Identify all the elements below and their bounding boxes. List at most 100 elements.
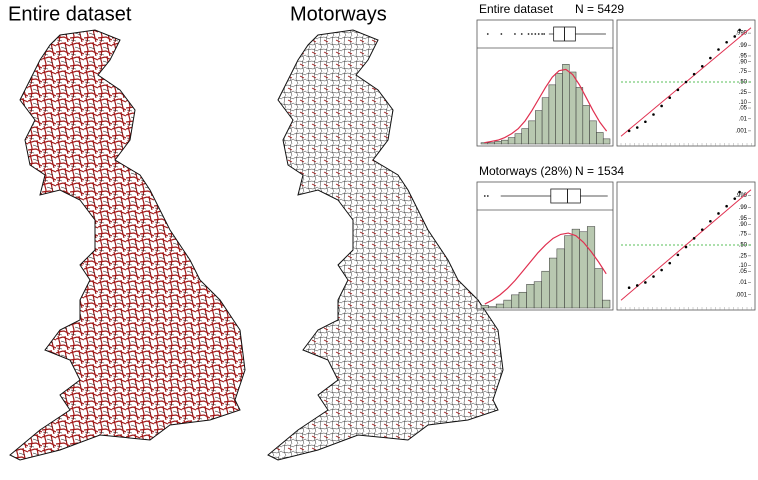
normal-curve bbox=[484, 232, 607, 305]
histogram-bar bbox=[562, 64, 570, 145]
y-tick-label: .001 bbox=[735, 292, 747, 298]
data-point bbox=[635, 126, 639, 129]
y-tick-label: .99 bbox=[739, 205, 748, 211]
data-point bbox=[627, 129, 631, 133]
histogram-bar bbox=[521, 128, 529, 145]
data-point bbox=[692, 72, 696, 76]
data-point bbox=[709, 219, 712, 223]
data-point bbox=[684, 80, 688, 84]
histogram-bar bbox=[503, 299, 512, 309]
panel-frame bbox=[616, 19, 756, 147]
histogram-bar bbox=[555, 73, 563, 145]
data-point bbox=[652, 113, 655, 116]
y-tick-label: .001 bbox=[735, 128, 747, 134]
data-point bbox=[733, 35, 737, 38]
y-tick-label: .25 bbox=[739, 90, 748, 96]
data-point bbox=[717, 212, 720, 215]
y-tick-label: .05 bbox=[739, 269, 748, 275]
reference-line bbox=[620, 189, 752, 301]
map-motorways: Motorways bbox=[267, 3, 504, 461]
histogram-bar bbox=[518, 291, 527, 309]
histogram-bar bbox=[535, 110, 543, 145]
histogram-bar bbox=[556, 248, 565, 309]
y-tick-label: .75 bbox=[739, 69, 748, 75]
histogram-bar bbox=[541, 270, 550, 309]
box-outlier bbox=[486, 33, 489, 35]
data-point bbox=[738, 28, 741, 32]
panel-title: Motorways (28%) bbox=[479, 164, 572, 178]
panel-frame bbox=[616, 181, 756, 311]
box-outlier bbox=[531, 33, 533, 35]
histogram-bar bbox=[586, 226, 596, 309]
map-title: Motorways bbox=[290, 3, 387, 25]
panel-frame bbox=[476, 19, 614, 147]
data-point bbox=[738, 190, 741, 194]
data-point bbox=[700, 228, 704, 231]
data-point bbox=[725, 204, 728, 208]
histogram-bar bbox=[582, 105, 590, 145]
y-tick-label: .90 bbox=[739, 222, 748, 228]
y-tick-label: .90 bbox=[739, 59, 748, 65]
data-point bbox=[652, 275, 655, 278]
data-point bbox=[644, 281, 647, 284]
y-tick-label: .999 bbox=[735, 31, 747, 37]
y-tick-label: .95 bbox=[739, 216, 748, 222]
data-point bbox=[717, 48, 720, 51]
histogram-bar bbox=[528, 120, 536, 145]
data-point bbox=[733, 197, 737, 200]
data-point bbox=[692, 237, 696, 240]
map-title: Entire dataset bbox=[8, 3, 132, 25]
data-point bbox=[709, 56, 712, 60]
histogram-bar bbox=[501, 139, 509, 145]
data-point bbox=[660, 268, 663, 272]
y-tick-label: .10 bbox=[739, 100, 748, 106]
road-network-map bbox=[267, 29, 504, 461]
data-point bbox=[725, 40, 728, 44]
data-point bbox=[668, 96, 672, 100]
box-outlier bbox=[500, 33, 503, 35]
box-outlier bbox=[483, 195, 486, 197]
box-outlier bbox=[514, 33, 516, 35]
histogram-bar bbox=[495, 303, 505, 309]
data-point bbox=[644, 120, 647, 124]
data-point bbox=[660, 104, 663, 108]
histogram-bar bbox=[487, 142, 495, 145]
data-point bbox=[627, 286, 631, 290]
y-tick-label: .50 bbox=[739, 80, 748, 86]
y-tick-label: .999 bbox=[735, 193, 747, 199]
box-outlier bbox=[520, 33, 523, 35]
histogram-bar bbox=[533, 281, 542, 309]
histogram-bar bbox=[494, 141, 502, 145]
box-outlier bbox=[486, 195, 489, 197]
panel-title: Entire dataset bbox=[479, 2, 554, 16]
panel-subtitle: N = 5429 bbox=[575, 2, 624, 16]
charts: Entire dataset N = 5429.001.01.05.10.25.5… bbox=[476, 2, 756, 311]
histogram-bar bbox=[507, 137, 516, 145]
y-tick-label: .10 bbox=[739, 263, 748, 269]
panel-subtitle: N = 1534 bbox=[575, 164, 624, 178]
y-tick-label: .01 bbox=[739, 280, 748, 286]
y-tick-label: .50 bbox=[739, 243, 748, 249]
data-point bbox=[676, 88, 680, 92]
y-tick-label: .01 bbox=[739, 116, 748, 122]
box-outlier bbox=[537, 33, 540, 35]
box-outlier bbox=[534, 33, 537, 35]
histogram-bar bbox=[571, 228, 580, 309]
data-point bbox=[684, 245, 688, 249]
histogram-bar bbox=[480, 142, 489, 145]
box bbox=[550, 188, 581, 204]
data-point bbox=[635, 284, 639, 287]
histogram-bar bbox=[564, 235, 573, 309]
histogram-bar bbox=[526, 284, 535, 309]
data-point bbox=[700, 64, 704, 68]
histogram-bar bbox=[548, 84, 556, 145]
panel-frame bbox=[476, 181, 614, 311]
data-point bbox=[676, 253, 680, 257]
histogram-bar bbox=[488, 306, 497, 309]
map-entire: Entire dataset bbox=[8, 3, 246, 461]
histogram-bar bbox=[514, 133, 522, 145]
y-tick-label: .99 bbox=[739, 43, 748, 49]
histogram-bar bbox=[569, 71, 577, 145]
histogram-bar bbox=[480, 305, 489, 309]
